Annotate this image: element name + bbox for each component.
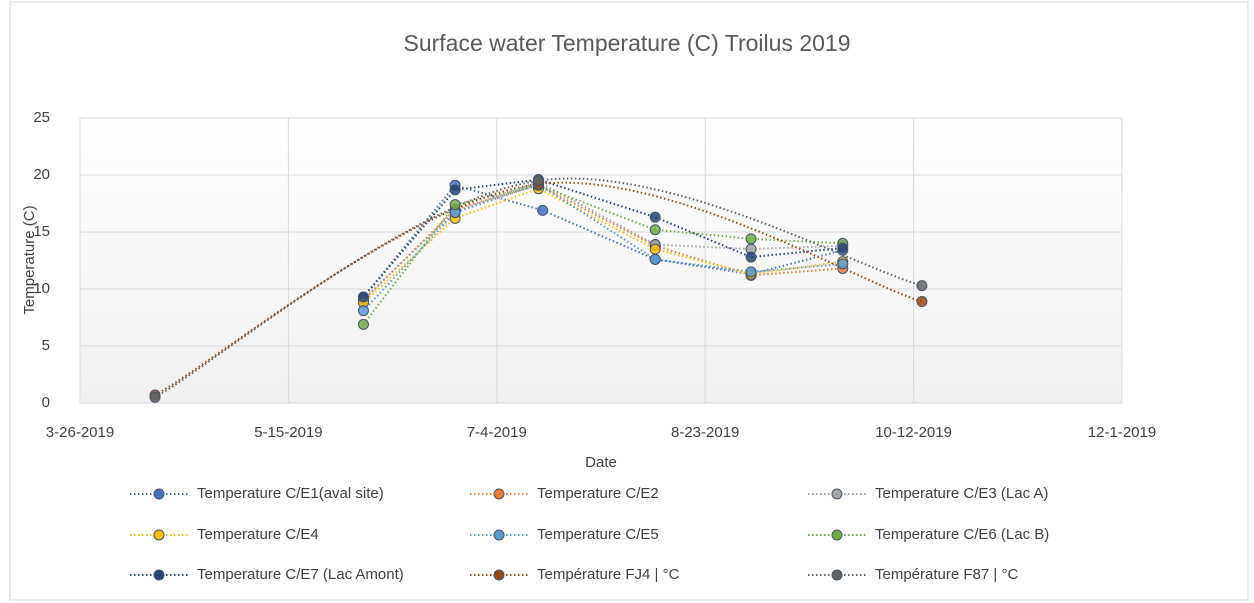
data-point bbox=[449, 184, 461, 196]
y-axis-label: Temperature (C) bbox=[21, 205, 38, 314]
series-line bbox=[362, 184, 843, 298]
series-line bbox=[362, 184, 843, 325]
legend-label: Temperature C/E3 (Lac A) bbox=[875, 485, 1048, 502]
plot-area bbox=[80, 118, 1122, 403]
x-tick-label: 12-1-2019 bbox=[1088, 424, 1156, 441]
data-point bbox=[357, 318, 369, 330]
y-tick-label: 0 bbox=[42, 394, 50, 411]
data-point bbox=[837, 258, 849, 270]
data-point bbox=[357, 305, 369, 317]
data-point bbox=[449, 199, 461, 211]
data-point bbox=[532, 175, 544, 187]
series-line bbox=[154, 177, 923, 399]
chart-title: Surface water Temperature (C) Troilus 20… bbox=[404, 30, 851, 56]
x-tick-label: 10-12-2019 bbox=[875, 424, 952, 441]
y-tick-label: 25 bbox=[33, 109, 50, 126]
y-tick-label: 10 bbox=[33, 280, 50, 297]
data-point bbox=[649, 224, 661, 236]
data-point bbox=[745, 266, 757, 278]
legend-label: Temperature C/E7 (Lac Amont) bbox=[197, 566, 404, 583]
data-point bbox=[916, 280, 928, 292]
legend-label: Temperature C/E4 bbox=[197, 526, 319, 543]
legend-label: Temperature C/E5 bbox=[537, 526, 659, 543]
data-point bbox=[745, 251, 757, 263]
x-tick-label: 8-23-2019 bbox=[671, 424, 739, 441]
data-point bbox=[649, 243, 661, 255]
legend-marker bbox=[153, 529, 165, 541]
data-point bbox=[649, 253, 661, 265]
legend-label: Température F87 | °C bbox=[875, 566, 1018, 583]
series-line bbox=[362, 183, 843, 312]
legend-label: Température FJ4 | °C bbox=[537, 566, 680, 583]
data-point bbox=[745, 233, 757, 245]
legend-marker bbox=[493, 488, 505, 500]
legend-marker bbox=[831, 529, 843, 541]
legend-label: Temperature C/E6 (Lac B) bbox=[875, 526, 1049, 543]
x-axis-label: Date bbox=[585, 454, 617, 471]
data-point bbox=[357, 291, 369, 303]
data-point bbox=[837, 242, 849, 254]
y-tick-label: 5 bbox=[42, 337, 50, 354]
data-point bbox=[537, 204, 549, 216]
x-tick-label: 5-15-2019 bbox=[254, 424, 322, 441]
data-point bbox=[916, 296, 928, 308]
x-tick-label: 7-4-2019 bbox=[467, 424, 527, 441]
x-tick-label: 3-26-2019 bbox=[46, 424, 114, 441]
legend-marker bbox=[493, 569, 505, 581]
legend-label: Temperature C/E1(aval site) bbox=[197, 485, 384, 502]
legend-marker bbox=[153, 488, 165, 500]
y-tick-label: 20 bbox=[33, 166, 50, 183]
y-tick-label: 15 bbox=[33, 223, 50, 240]
legend-marker bbox=[493, 529, 505, 541]
data-point bbox=[149, 391, 161, 403]
legend-marker bbox=[831, 569, 843, 581]
data-point bbox=[649, 211, 661, 223]
legend-marker bbox=[153, 569, 165, 581]
legend-marker bbox=[831, 488, 843, 500]
legend-label: Temperature C/E2 bbox=[537, 485, 659, 502]
